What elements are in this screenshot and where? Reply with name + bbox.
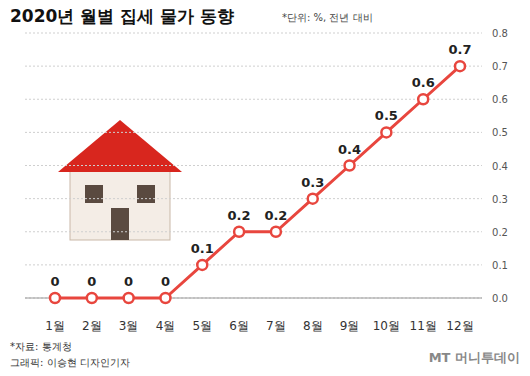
x-tick-label: 4월 [156, 319, 176, 333]
watermark: MT 머니투데이 [429, 350, 520, 365]
marker [455, 61, 465, 71]
line [55, 66, 460, 298]
marker [87, 293, 97, 303]
grid-line [25, 33, 482, 34]
x-tick-label: 12월 [446, 319, 473, 333]
house-window [85, 185, 103, 203]
grid-line [25, 132, 482, 133]
title: 2020년 월별 집세 물가 동향 [10, 6, 234, 26]
data-label: 0 [161, 274, 170, 289]
marker [234, 227, 244, 237]
data-label: 0.3 [301, 175, 324, 190]
chart: 0.0 0.1 0.2 0.3 0.4 0.5 0.6 0.7 0.8 1월 2월 3월 4월 5월 6월 7… [0, 0, 530, 376]
x-tick-label: 11월 [410, 319, 437, 333]
marker [124, 293, 134, 303]
grid-line [25, 264, 482, 265]
data-label: 0.1 [191, 241, 214, 256]
y-tick-label: 0.0 [492, 293, 508, 304]
y-tick-label: 0.6 [492, 94, 508, 105]
marker [271, 227, 281, 237]
marker [197, 260, 207, 270]
x-tick-label: 9월 [340, 319, 360, 333]
data-label: 0.2 [264, 208, 287, 223]
x-tick-label: 1월 [45, 319, 65, 333]
marker [345, 161, 355, 171]
credit: 그래픽: 이승현 디자인기자 [10, 357, 130, 368]
data-label: 0.5 [375, 108, 398, 123]
house-roof [58, 120, 182, 172]
data-label: 0 [50, 274, 59, 289]
data-label: 0.4 [338, 142, 361, 157]
house-window [137, 185, 155, 203]
data-label: 0 [87, 274, 96, 289]
x-tick-label: 5월 [192, 319, 212, 333]
marker [160, 293, 170, 303]
data-label: 0.6 [412, 75, 435, 90]
data-label: 0 [124, 274, 133, 289]
house-door [111, 208, 129, 240]
y-tick-label: 0.3 [492, 194, 508, 205]
data-label: 0.7 [448, 42, 471, 57]
x-tick-label: 7월 [266, 319, 286, 333]
y-tick-label: 0.8 [492, 28, 508, 39]
y-tick-label: 0.2 [492, 227, 508, 238]
y-tick-label: 0.1 [492, 260, 508, 271]
y-tick-label: 0.5 [492, 127, 508, 138]
grid-line [25, 66, 482, 67]
grid-line [25, 198, 482, 199]
x-tick-label: 6월 [229, 319, 249, 333]
house-wall [70, 165, 170, 240]
marker [308, 194, 318, 204]
y-tick-label: 0.4 [492, 161, 508, 172]
y-tick-label: 0.7 [492, 61, 508, 72]
grid-line [25, 99, 482, 100]
marker [50, 293, 60, 303]
grid-line [25, 165, 482, 166]
house-illustration [58, 120, 182, 240]
subtitle: *단위: %, 전년 대비 [282, 12, 373, 23]
marker [381, 127, 391, 137]
x-tick-label: 8월 [303, 319, 323, 333]
marker [418, 94, 428, 104]
source: *자료: 통계청 [10, 341, 72, 352]
data-label: 0.2 [228, 208, 251, 223]
x-tick-label: 2월 [82, 319, 102, 333]
x-tick-label: 10월 [373, 319, 400, 333]
plot-area [50, 61, 465, 303]
x-tick-label: 3월 [119, 319, 139, 333]
